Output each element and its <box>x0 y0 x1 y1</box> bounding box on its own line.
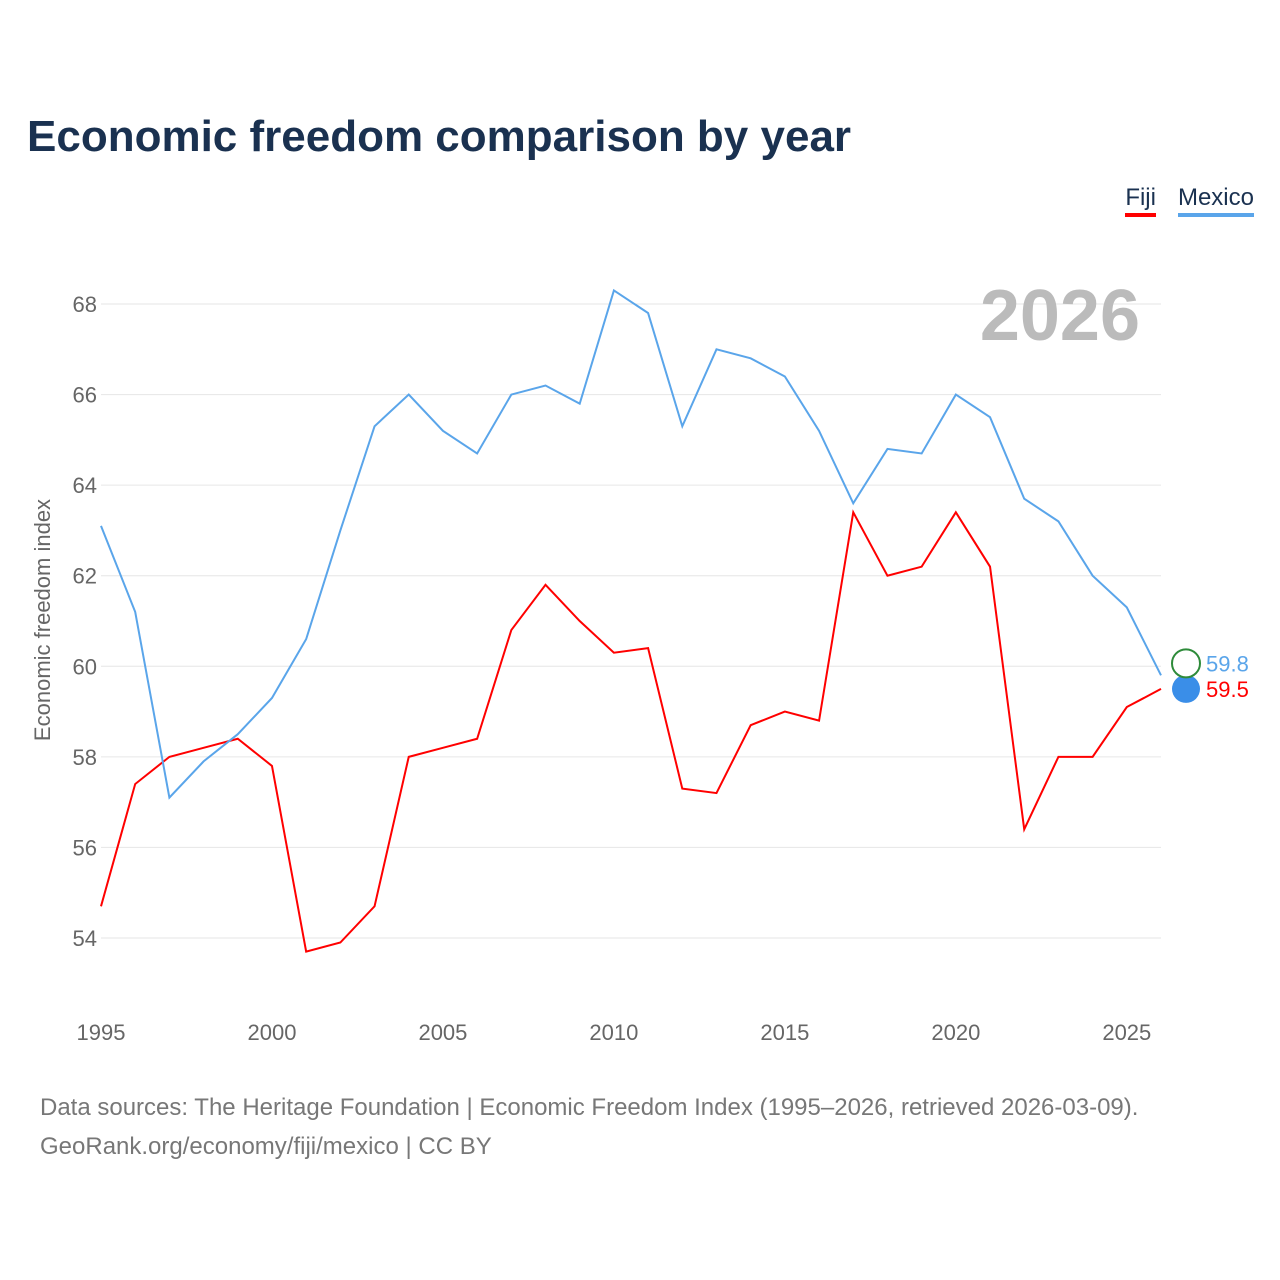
series-line-mexico[interactable] <box>100 288 1162 800</box>
mexico-flag-icon <box>1171 648 1201 679</box>
year-watermark: 2026 <box>980 276 1140 356</box>
fiji-flag-icon <box>1172 674 1200 703</box>
x-tick-label: 2015 <box>760 1020 809 1045</box>
y-tick-label: 64 <box>73 473 97 498</box>
chart-title: Economic freedom comparison by year <box>27 112 852 161</box>
source-line-2[interactable]: GeoRank.org/economy/fiji/mexico | CC BY <box>40 1133 492 1160</box>
x-tick-label: 2010 <box>589 1020 638 1045</box>
end-label-fiji: 59.5 <box>1206 677 1249 702</box>
y-tick-label: 66 <box>73 383 97 408</box>
series-line-fiji[interactable] <box>100 509 1162 953</box>
y-tick-label: 58 <box>73 745 97 770</box>
legend-mexico[interactable]: Mexico <box>1177 184 1254 217</box>
legend: Fiji Mexico <box>1125 184 1254 217</box>
source-line-1: Data sources: The Heritage Foundation | … <box>40 1094 1139 1121</box>
y-tick-label: 68 <box>73 292 97 317</box>
y-tick-label: 60 <box>73 654 97 679</box>
y-tick-label: 56 <box>73 835 97 860</box>
y-axis-label: Economic freedom index <box>30 499 55 741</box>
source-note: Data sources: The Heritage Foundation | … <box>40 1088 1138 1166</box>
y-tick-label: 62 <box>73 564 97 589</box>
end-label-mexico: 59.8 <box>1206 651 1249 676</box>
x-tick-label: 2025 <box>1102 1020 1151 1045</box>
x-tick-label: 2005 <box>418 1020 467 1045</box>
y-tick-label: 54 <box>73 926 97 951</box>
legend-fiji[interactable]: Fiji <box>1125 184 1156 217</box>
x-tick-label: 2020 <box>931 1020 980 1045</box>
x-tick-label: 2000 <box>247 1020 296 1045</box>
x-tick-label: 1995 <box>77 1020 126 1045</box>
